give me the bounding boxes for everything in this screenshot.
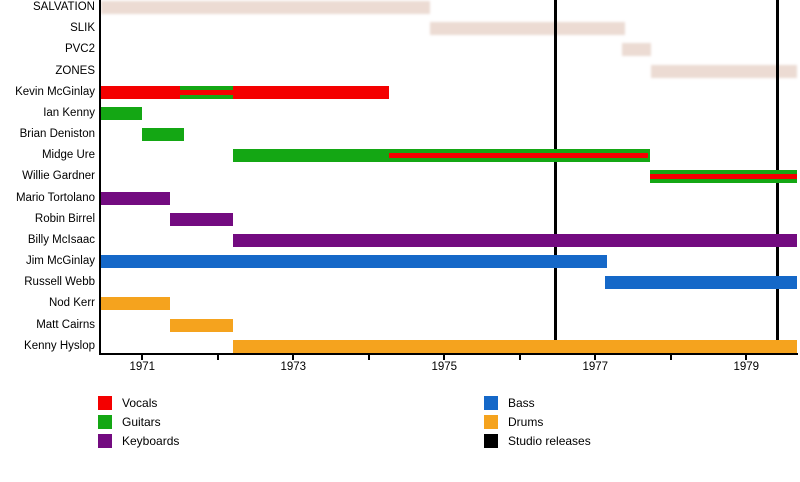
row-label: Robin Birrel [34,212,95,225]
legend-swatch-keyboards [98,434,112,448]
timeline-bar [100,297,171,311]
band-period-bar [100,1,430,14]
x-axis-tick [141,355,144,360]
timeline-bar [389,153,649,159]
x-axis-tick-label: 1975 [431,361,458,373]
legend-label: Drums [508,415,544,429]
legend-item: Studio releases [484,434,591,448]
timeline-bar [605,276,797,290]
legend-label: Vocals [122,396,158,410]
timeline-bar [100,106,143,120]
x-axis-tick-label: 1979 [733,361,760,373]
x-axis-tick [216,355,219,360]
row-label: Brian Deniston [19,128,95,141]
x-axis-tick-label: 1977 [582,361,609,373]
x-axis-tick [594,355,597,360]
legend-item: Bass [484,396,535,410]
row-label: Jim McGinlay [25,255,95,268]
x-axis-tick [669,355,672,360]
x-axis-tick [443,355,446,360]
timeline-bar [100,191,171,205]
x-axis-tick [367,355,370,360]
legend-item: Guitars [98,415,161,429]
legend-swatch-studio [484,434,498,448]
row-label: Midge Ure [41,149,95,162]
x-axis-tick-label: 1971 [129,361,156,373]
legend-swatch-vocals [98,396,112,410]
row-label: ZONES [55,64,95,77]
timeline-bar [170,318,233,332]
row-label: Matt Cairns [36,318,95,331]
legend-label: Studio releases [508,434,591,448]
timeline-bar [170,212,233,226]
legend-label: Keyboards [122,434,180,448]
row-label: SALVATION [33,1,95,13]
timeline-bar [142,128,184,142]
x-axis-tick [518,355,521,360]
row-label: SLIK [70,22,95,35]
y-axis-line [99,0,101,355]
row-label: Kenny Hyslop [24,339,95,352]
band-period-bar [429,22,626,36]
legend-label: Bass [508,396,535,410]
row-label: Mario Tortolano [15,191,95,204]
band-period-bar [622,43,652,57]
row-label: Kevin McGinlay [15,85,95,98]
timeline-bar [180,89,233,95]
row-label: Willie Gardner [22,170,95,183]
x-axis-tick [745,355,748,360]
legend-swatch-guitars [98,415,112,429]
legend-item: Drums [484,415,543,429]
timeline-bar [232,339,797,353]
legend-item: Vocals [98,396,157,410]
x-axis-tick-label: 1973 [280,361,307,373]
x-axis-tick [292,355,295,360]
row-label: Russell Webb [24,276,95,289]
row-label: PVC2 [64,43,95,56]
x-axis-line [99,353,798,355]
legend-swatch-bass [484,396,498,410]
row-label: Ian Kenny [43,106,95,119]
legend-swatch-drums [484,415,498,429]
legend-label: Guitars [122,415,161,429]
timeline-bar [649,174,797,180]
legend-item: Keyboards [98,434,179,448]
studio-release-line [553,0,557,355]
timeline-bar [100,85,390,99]
band-period-bar [651,64,797,78]
timeline-bar [100,255,607,269]
row-label: Billy McIsaac [27,233,95,246]
row-label: Nod Kerr [48,297,95,310]
timeline-bar [232,233,797,247]
